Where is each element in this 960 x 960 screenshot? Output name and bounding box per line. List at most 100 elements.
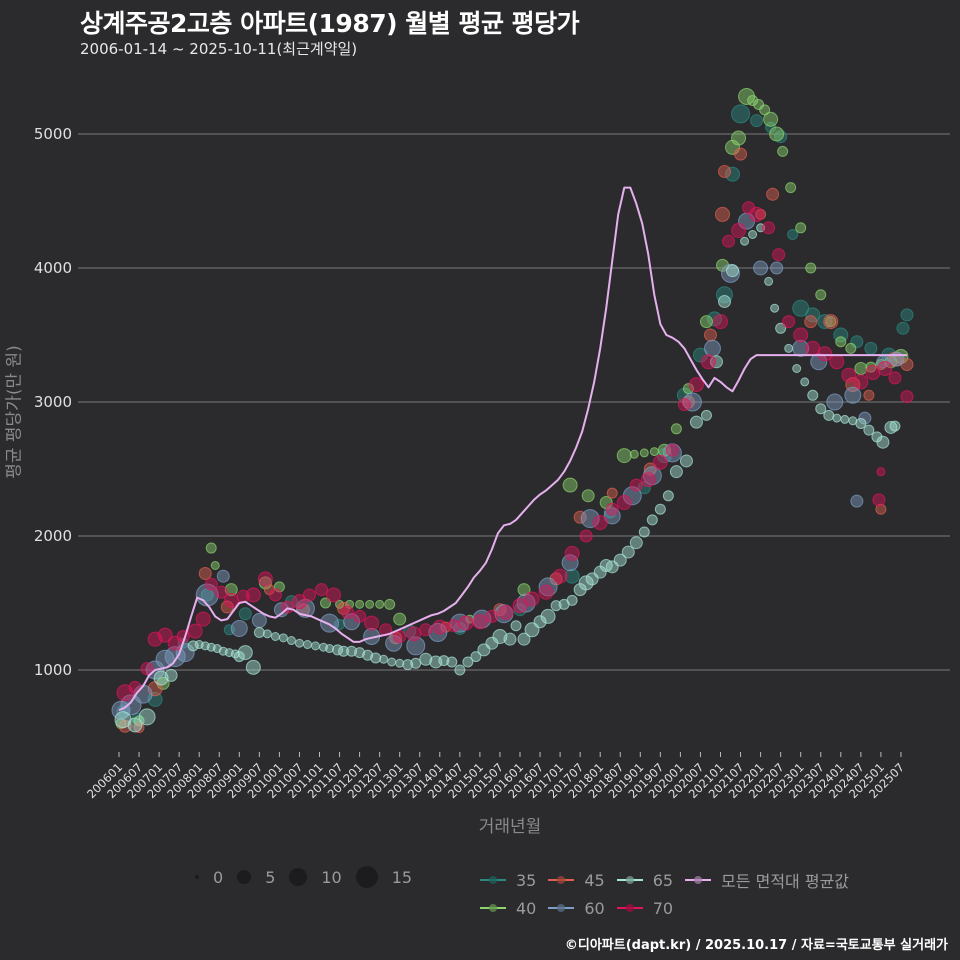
data-point-45 — [804, 315, 818, 329]
data-point-70 — [512, 598, 528, 614]
data-point-60 — [343, 613, 361, 631]
data-point-45 — [643, 462, 657, 476]
legend-item-35[interactable]: 35 — [480, 871, 536, 890]
data-point-70 — [341, 605, 355, 619]
data-point-70 — [817, 346, 833, 362]
data-point-70 — [877, 361, 893, 376]
data-point-65 — [294, 638, 304, 648]
data-point-65 — [395, 658, 405, 668]
legend-label: 40 — [516, 898, 537, 918]
data-point-45 — [875, 503, 887, 515]
line-marker-icon — [616, 903, 643, 913]
size-legend-label: 15 — [391, 867, 413, 887]
data-point-45 — [734, 147, 748, 161]
data-point-60 — [230, 619, 248, 637]
size-legend-label: 10 — [321, 867, 342, 887]
data-point-35 — [716, 286, 734, 304]
data-point-70 — [900, 390, 914, 404]
data-point-65 — [492, 629, 508, 644]
data-point-40 — [616, 448, 632, 464]
data-point-65 — [270, 632, 280, 641]
data-point-65 — [362, 649, 374, 661]
data-point-65 — [662, 490, 674, 502]
data-point-65 — [621, 545, 635, 559]
data-point-60 — [703, 339, 721, 357]
data-point-70 — [447, 619, 461, 633]
data-point-70 — [302, 588, 316, 602]
legend-item-모든 면적대 평균값[interactable]: 모든 면적대 평균값 — [685, 868, 849, 892]
data-point-40 — [205, 542, 217, 554]
data-point-40 — [639, 448, 649, 458]
data-point-40 — [815, 289, 827, 301]
size-legend-item: 0 — [195, 866, 223, 888]
data-point-70 — [364, 615, 380, 631]
data-point-60 — [858, 411, 872, 425]
color-legend: 35 45 65 모든 면적대 평균값 40 60 70 — [480, 866, 900, 922]
data-point-70 — [665, 443, 679, 457]
data-point-65 — [726, 264, 740, 278]
data-point-65 — [669, 465, 683, 479]
data-point-35 — [900, 308, 914, 322]
data-point-65 — [748, 230, 758, 239]
legend-item-65[interactable]: 65 — [616, 871, 673, 890]
data-point-65 — [770, 303, 780, 313]
data-point-65 — [823, 409, 835, 421]
data-point-60 — [580, 509, 600, 529]
data-point-60 — [216, 569, 230, 583]
y-tick-label: 4000 — [34, 259, 72, 277]
data-point-65 — [419, 652, 433, 666]
data-point-45 — [823, 314, 839, 330]
data-point-40 — [716, 258, 730, 272]
legend-item-45[interactable]: 45 — [548, 871, 605, 890]
data-point-65 — [164, 668, 178, 682]
data-point-70 — [772, 248, 786, 262]
data-point-65 — [679, 454, 693, 468]
data-point-65 — [510, 620, 522, 632]
data-point-70 — [498, 604, 514, 620]
data-point-40 — [854, 362, 868, 375]
data-point-70 — [326, 587, 342, 603]
data-point-60 — [682, 392, 702, 412]
data-point-40 — [763, 111, 779, 127]
data-point-35 — [725, 166, 741, 182]
size-legend-item: 5 — [237, 866, 275, 888]
data-point-65 — [410, 657, 422, 669]
data-point-65 — [855, 417, 867, 429]
data-point-65 — [503, 632, 517, 646]
data-point-40 — [777, 145, 789, 157]
data-point-70 — [713, 314, 728, 330]
data-point-65 — [462, 656, 474, 668]
y-axis-label: 평균 평당가(만 원) — [4, 345, 25, 479]
data-point-40 — [384, 598, 396, 610]
legend-label: 60 — [584, 898, 605, 918]
data-point-40 — [805, 262, 817, 274]
data-point-70 — [214, 585, 228, 599]
data-point-70 — [379, 623, 393, 637]
data-point-65 — [370, 652, 382, 664]
data-point-65 — [800, 377, 810, 387]
legend-label: 70 — [652, 898, 674, 918]
data-point-70 — [268, 588, 282, 602]
data-point-65 — [740, 236, 750, 246]
data-point-70 — [700, 354, 716, 370]
legend-item-70[interactable]: 70 — [616, 898, 674, 918]
data-point-60 — [450, 613, 470, 633]
data-point-40 — [731, 130, 747, 146]
line-marker-icon — [480, 875, 506, 885]
data-point-70 — [629, 478, 643, 492]
legend-item-40[interactable]: 40 — [480, 899, 536, 918]
data-point-65 — [262, 629, 272, 639]
data-point-65 — [792, 364, 802, 373]
data-point-40 — [224, 583, 238, 597]
data-point-45 — [573, 510, 587, 524]
data-point-65 — [354, 647, 366, 659]
legend-item-60[interactable]: 60 — [548, 898, 605, 918]
average-line — [118, 186, 907, 712]
data-point-70 — [195, 611, 211, 627]
data-point-70 — [245, 587, 261, 603]
data-point-70 — [393, 630, 407, 643]
data-point-40 — [375, 599, 385, 609]
data-point-60 — [721, 263, 741, 283]
data-point-65 — [325, 644, 335, 654]
data-point-70 — [353, 609, 367, 623]
